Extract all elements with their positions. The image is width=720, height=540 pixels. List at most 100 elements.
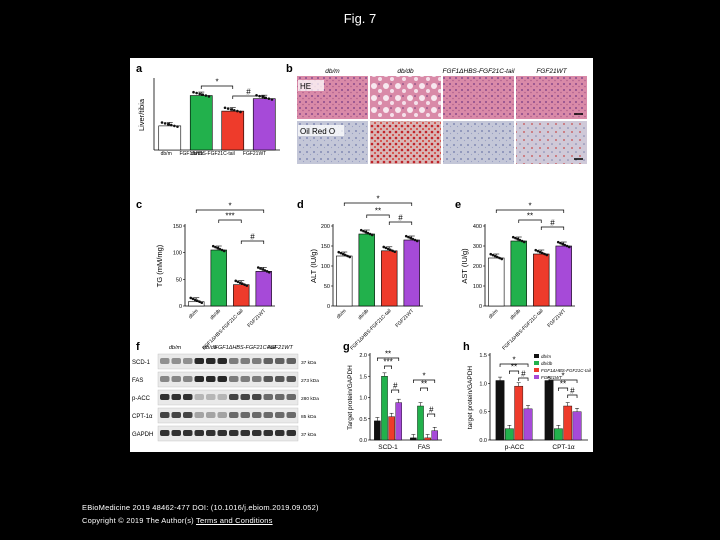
- blot-band: [194, 358, 204, 364]
- histology-col-label: FGF21WT: [536, 68, 567, 75]
- data-point: [195, 91, 198, 95]
- histology-col-label: FGF1ΔHBS-FGF21C-tail: [443, 68, 515, 75]
- data-point: [223, 106, 227, 110]
- data-point: [218, 247, 222, 251]
- bar-SCD-1-2: [388, 416, 395, 441]
- blot-row-label: SCD-1: [132, 360, 151, 366]
- x-tick-label: FGF21WT: [246, 308, 267, 329]
- y-tick-label: 50: [176, 277, 182, 283]
- bar-p-ACC-1: [505, 428, 514, 441]
- sig-g-4: *: [422, 372, 425, 381]
- data-point: [234, 279, 238, 283]
- data-point: [359, 228, 363, 232]
- blot-band: [275, 412, 285, 418]
- blot-kda-label: 37 kDa: [301, 432, 317, 438]
- data-point: [339, 251, 343, 255]
- data-point: [348, 255, 352, 259]
- data-point: [407, 235, 410, 239]
- y-tick-label: 300: [473, 244, 482, 250]
- data-point: [496, 255, 499, 259]
- x-tick-label: FGF21WT: [546, 308, 567, 329]
- data-point: [241, 282, 244, 286]
- data-point: [565, 244, 569, 248]
- category-label: p-ACC: [505, 444, 525, 451]
- sig-c-2-line: [218, 219, 242, 223]
- bar-CPT-1α-0: [544, 380, 554, 441]
- sig-h-2: **: [511, 363, 517, 372]
- x-tick-label: FGF1ΔHBS-FGF21C-tail: [179, 151, 234, 157]
- blot-band: [194, 376, 204, 382]
- sig-d-2-line: [366, 214, 390, 218]
- y-tick-label: 2.0: [359, 353, 367, 359]
- sig-h-1: *: [512, 356, 515, 365]
- data-point: [384, 246, 388, 250]
- he-micrograph-1: [370, 76, 441, 119]
- data-point: [261, 268, 264, 271]
- sig-e-3: #: [550, 219, 555, 228]
- blot-band: [240, 394, 250, 400]
- blot-kda-label: 280 kDa: [301, 396, 319, 402]
- blot-band: [275, 394, 285, 400]
- data-point: [413, 238, 417, 242]
- bar-p-ACC-3: [523, 408, 533, 441]
- oil-red-o-micrograph-2: [443, 121, 514, 164]
- data-point: [337, 250, 341, 254]
- bar-SCD-1-3: [395, 402, 402, 441]
- y-tick-label: 200: [321, 224, 330, 230]
- data-point: [411, 237, 415, 241]
- sig-d-3: #: [398, 214, 403, 223]
- y-tick-label: 0.5: [479, 410, 487, 416]
- histology-col-label: db/m: [325, 68, 340, 75]
- data-point: [264, 96, 268, 100]
- y-tick-label: 1.5: [479, 353, 487, 359]
- bar-FGF1ΔHBS-FGF21C-tail: [533, 253, 550, 307]
- data-point: [389, 248, 392, 252]
- sig-g-5: **: [421, 380, 427, 389]
- blot-strip: [157, 425, 299, 442]
- data-point: [169, 123, 173, 127]
- blot-band: [217, 358, 227, 364]
- y-tick-label: 0.0: [359, 438, 367, 444]
- blot-band: [263, 358, 273, 364]
- bar-FGF21WT: [403, 239, 420, 307]
- data-point: [220, 248, 224, 252]
- legend-label: db/m: [541, 354, 551, 359]
- blot-band: [252, 376, 262, 382]
- y-tick-label: 1.0: [479, 381, 487, 387]
- he-label: HE: [300, 82, 311, 91]
- terms-link[interactable]: Terms and Conditions: [196, 516, 273, 525]
- blot-band: [252, 412, 262, 418]
- bar-db/db: [510, 240, 527, 307]
- bar-FGF21WT: [252, 98, 276, 151]
- sig-g-6-line: [427, 413, 436, 417]
- data-point: [491, 253, 495, 257]
- bar-FGF21WT: [255, 271, 272, 307]
- bar-db/db: [210, 249, 227, 307]
- copyright-text: Copyright © 2019 The Author(s): [82, 516, 194, 525]
- panel-d-chart: 0 50 100 150 200 ALT (IU/g) db/m db/dbFGF1ΔHBS-…: [309, 224, 423, 352]
- data-point: [236, 109, 239, 113]
- blot-band: [160, 358, 170, 364]
- blot-strip: [157, 389, 299, 406]
- histology-col-label: db/db: [397, 68, 414, 75]
- data-point: [404, 234, 408, 238]
- panel-letter: b: [286, 63, 293, 75]
- data-point: [364, 230, 367, 234]
- sig-g-3-line: [391, 389, 400, 393]
- bar-db/m: [488, 257, 505, 307]
- sig-h-4: *: [561, 372, 564, 381]
- sig-a-2-line: [232, 95, 265, 99]
- x-tick-label: FGF1ΔHBS-FGF21C-tail: [501, 308, 544, 351]
- panel-letter: d: [297, 199, 304, 211]
- data-point: [382, 245, 386, 249]
- sig-a-2: #: [246, 88, 251, 97]
- blot-band: [229, 358, 239, 364]
- sig-d-1-line: [343, 202, 413, 206]
- data-point: [370, 233, 374, 237]
- data-point: [239, 110, 242, 114]
- blot-band: [240, 430, 250, 436]
- data-point: [163, 122, 167, 125]
- sig-c-1-line: [195, 209, 265, 213]
- panel-letter: a: [136, 63, 143, 75]
